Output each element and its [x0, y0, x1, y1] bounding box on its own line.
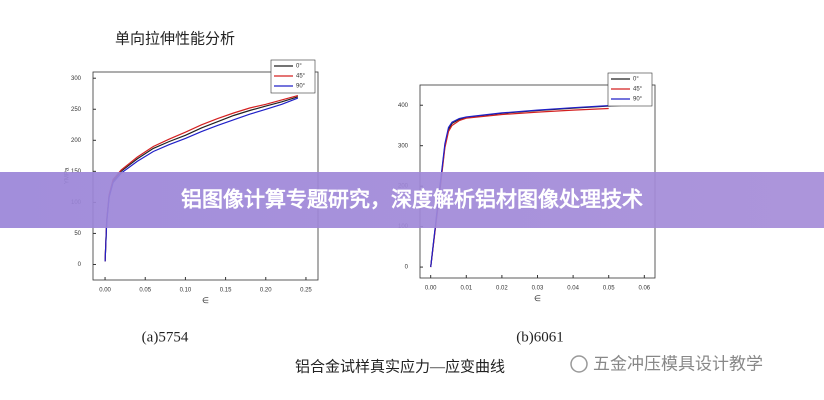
legend-label: 90° [633, 97, 643, 103]
x-tick-label: 0.03 [532, 286, 544, 292]
caption: (b)6061 [516, 329, 564, 345]
x-tick-label: 0.06 [638, 286, 650, 292]
x-tick-label: 0.05 [603, 286, 615, 292]
y-tick-label: 0 [405, 265, 409, 271]
series-line [430, 103, 634, 268]
x-tick-label: 0.04 [567, 286, 579, 292]
caption: (a)5754 [142, 329, 189, 345]
watermark-icon [570, 355, 588, 373]
x-tick-label: 0.25 [300, 288, 312, 294]
x-tick-label: 0.00 [99, 288, 111, 294]
legend-label: 0° [296, 64, 302, 70]
watermark: 五金冲压模具设计教学 [593, 354, 763, 373]
x-tick-label: 0.00 [425, 286, 437, 292]
x-tick-label: 0.15 [220, 288, 232, 294]
heading: 单向拉伸性能分析 [115, 30, 235, 47]
x-tick-label: 0.02 [496, 286, 508, 292]
x-tick-label: 0.10 [180, 288, 192, 294]
y-tick-label: 150 [71, 169, 82, 175]
banner [0, 172, 824, 228]
x-tick-label: 0.20 [260, 288, 272, 294]
y-tick-label: 400 [398, 103, 409, 109]
y-tick-label: 300 [71, 76, 82, 82]
banner-text: 铝图像计算专题研究，深度解析铝材图像处理技术 [181, 188, 643, 212]
x-tick-label: 0.01 [460, 286, 472, 292]
legend-label: 45° [296, 74, 306, 80]
x-tick-label: 0.05 [139, 288, 151, 294]
y-tick-label: 300 [398, 143, 409, 149]
y-tick-label: 0 [78, 262, 82, 268]
legend-label: 0° [633, 77, 639, 83]
legend-label: 45° [633, 87, 643, 93]
figure-caption: 铝合金试样真实应力—应变曲线 [295, 357, 505, 375]
legend-label: 90° [296, 84, 306, 90]
y-tick-label: 50 [74, 231, 81, 237]
x-axis-label: ∈ [534, 294, 541, 303]
y-tick-label: 200 [71, 138, 82, 144]
y-tick-label: 250 [71, 107, 82, 113]
x-axis-label: ∈ [202, 296, 209, 305]
